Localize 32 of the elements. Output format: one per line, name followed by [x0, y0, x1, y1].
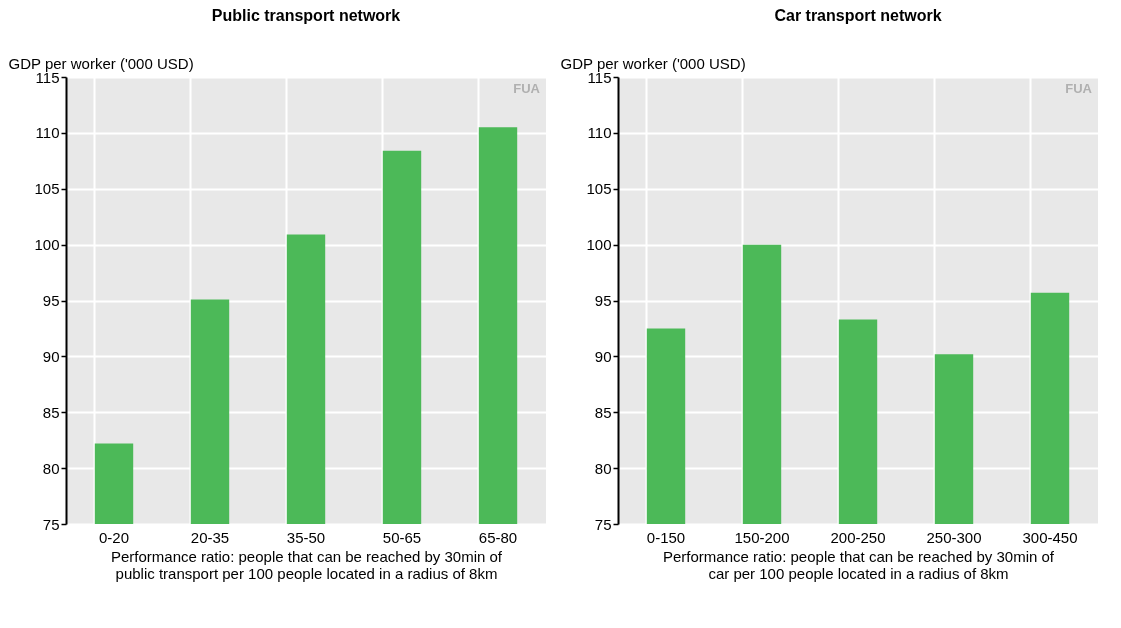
y-tick-label: 105: [34, 180, 60, 198]
y-tick-label: 110: [35, 124, 60, 142]
chart-title: Public transport network: [211, 7, 401, 24]
y-tick-label: 85: [42, 403, 60, 421]
annotation: FUA: [513, 81, 541, 96]
y-tick-label: 75: [594, 515, 612, 533]
x-tick-label: 65-80: [478, 528, 518, 546]
y-tick-label: 85: [594, 403, 612, 421]
x-tick-label: 300-450: [1022, 528, 1078, 546]
y-tick-label: 95: [594, 292, 612, 309]
x-tick-label: 50-65: [382, 528, 422, 546]
x-axis-title: Performance ratio: people that can be reached by 30min of public transport per 100 people located in a radius of 8km: [110, 547, 503, 582]
y-tick-label: 105: [586, 180, 612, 198]
y-tick-label: 90: [42, 347, 60, 365]
x-tick-label: 20-35: [190, 528, 230, 546]
y-tick-label: 90: [594, 347, 612, 365]
y-tick-label: 100: [34, 236, 60, 254]
y-tick-label: 95: [42, 292, 60, 309]
annotation: FUA: [1065, 81, 1093, 96]
y-tick-label: 110: [587, 124, 612, 142]
x-axis-title: Performance ratio: people that can be reached by 30min of car per 100 people located in a radius of 8km: [662, 547, 1055, 582]
y-tick-label: 80: [42, 459, 60, 477]
y-tick-label: 100: [586, 236, 612, 254]
x-tick-label: 0-20: [98, 528, 130, 546]
x-tick-label: 150-200: [734, 528, 790, 546]
y-tick-label: 75: [42, 515, 60, 533]
x-tick-label: 35-50: [286, 528, 326, 546]
chart-title: Car transport network: [774, 7, 942, 24]
x-tick-label: 0-150: [646, 528, 686, 546]
x-tick-label: 250-300: [926, 528, 982, 546]
y-tick-label: 80: [594, 459, 612, 477]
x-tick-label: 200-250: [830, 528, 886, 546]
